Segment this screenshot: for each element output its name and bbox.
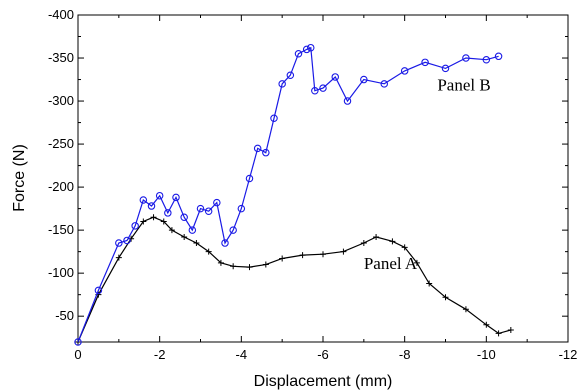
data-point xyxy=(213,198,221,207)
data-point xyxy=(123,236,131,245)
data-point xyxy=(115,254,122,261)
data-point xyxy=(373,234,380,241)
series-line xyxy=(77,46,499,343)
y-tick-label: -100 xyxy=(48,265,74,280)
data-point xyxy=(507,326,514,333)
data-point xyxy=(426,280,433,287)
data-point xyxy=(115,239,123,247)
data-point xyxy=(306,43,315,52)
axis-ticks xyxy=(77,14,569,342)
data-point xyxy=(262,148,270,157)
data-point xyxy=(319,84,327,92)
data-point xyxy=(482,55,491,64)
x-tick-label: -12 xyxy=(559,347,578,362)
data-point xyxy=(168,227,175,234)
data-point xyxy=(131,222,139,230)
data-point xyxy=(483,321,490,328)
data-point xyxy=(421,58,429,67)
data-point xyxy=(253,144,262,153)
data-point xyxy=(279,255,286,262)
data-point xyxy=(389,238,396,245)
y-tick-label: -300 xyxy=(48,93,74,108)
y-tick-label: -150 xyxy=(48,222,74,237)
data-point xyxy=(128,235,135,242)
x-tick-label: -2 xyxy=(154,347,166,362)
data-point xyxy=(462,306,469,313)
data-point xyxy=(230,263,237,270)
data-point xyxy=(164,209,172,217)
data-point xyxy=(204,207,213,215)
data-point xyxy=(196,204,205,213)
x-tick-label: 0 xyxy=(74,347,81,362)
data-point xyxy=(94,286,103,295)
data-point xyxy=(160,218,167,225)
series-panel-a xyxy=(75,214,514,345)
data-point xyxy=(441,64,450,73)
data-point xyxy=(150,214,157,221)
x-tick-label: -6 xyxy=(317,347,329,362)
data-point xyxy=(286,71,295,79)
data-point xyxy=(180,213,188,221)
data-point xyxy=(217,259,224,266)
data-point xyxy=(221,239,229,247)
data-point xyxy=(495,330,502,337)
y-tick-label: -400 xyxy=(48,7,74,22)
data-point xyxy=(401,244,408,251)
data-point xyxy=(205,248,212,255)
y-tick-label: -50 xyxy=(55,308,74,323)
data-point xyxy=(237,204,246,213)
data-point xyxy=(246,264,253,271)
data-point xyxy=(139,196,148,204)
data-point xyxy=(320,251,326,258)
x-tick-label: -10 xyxy=(477,347,496,362)
y-tick-label: -200 xyxy=(48,179,74,194)
data-point xyxy=(262,261,269,268)
data-point xyxy=(181,234,188,241)
data-point xyxy=(413,259,420,266)
annotation-label: Panel B xyxy=(437,76,490,95)
data-point xyxy=(147,202,156,210)
series-panel-b xyxy=(74,43,503,346)
data-point xyxy=(278,80,286,88)
data-point xyxy=(172,193,180,202)
data-point xyxy=(270,114,278,123)
x-tick-label: -4 xyxy=(236,347,248,362)
data-point xyxy=(193,240,200,247)
data-point xyxy=(299,252,306,259)
data-point xyxy=(245,174,254,183)
data-point xyxy=(155,191,164,200)
data-point xyxy=(494,52,503,61)
series-line xyxy=(77,216,511,343)
x-tick-label: -8 xyxy=(399,347,411,362)
data-point xyxy=(442,294,449,301)
y-tick-label: -350 xyxy=(48,50,74,65)
data-point xyxy=(311,86,319,95)
data-point xyxy=(74,338,82,346)
data-point xyxy=(188,226,197,234)
data-point xyxy=(380,80,388,88)
plot-frame xyxy=(77,14,569,343)
y-axis-title: Force (N) xyxy=(11,144,28,212)
data-point xyxy=(360,75,368,84)
data-point xyxy=(400,67,409,75)
data-point xyxy=(360,240,367,247)
data-point xyxy=(462,54,470,62)
x-axis-title: Displacement (mm) xyxy=(254,373,393,390)
y-tick-label: -250 xyxy=(48,136,74,151)
annotations: Panel B Panel A xyxy=(364,76,491,273)
data-point xyxy=(302,45,311,54)
data-point xyxy=(340,248,347,255)
data-point xyxy=(229,226,237,234)
annotation-label: Panel A xyxy=(364,254,418,273)
series-layer xyxy=(74,43,514,346)
data-point xyxy=(294,49,303,58)
data-point xyxy=(140,218,147,225)
tick-labels: 0 -2 -4 -6 -8 -10 -12 -50 -100 -150 -200 -250 -300 -3… xyxy=(48,7,577,362)
data-point xyxy=(331,73,339,81)
data-point xyxy=(343,97,352,105)
